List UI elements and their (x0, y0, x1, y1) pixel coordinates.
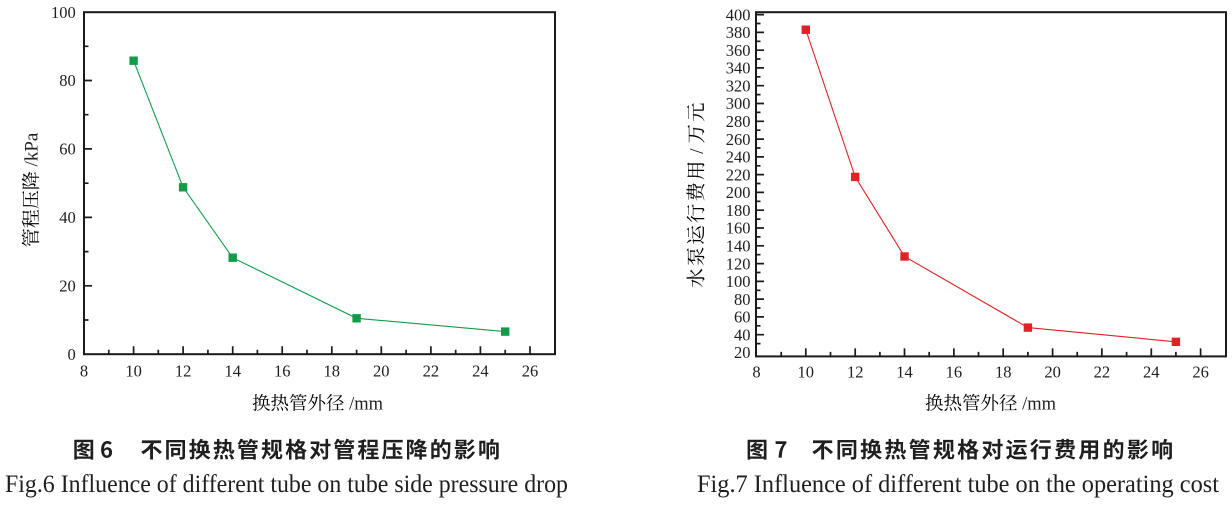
svg-text:80: 80 (59, 71, 76, 90)
svg-text:16: 16 (946, 363, 963, 382)
svg-text:120: 120 (726, 254, 751, 273)
svg-text:280: 280 (726, 112, 751, 131)
svg-text:22: 22 (423, 362, 440, 381)
svg-text:160: 160 (726, 219, 751, 238)
svg-text:100: 100 (51, 3, 76, 22)
svg-text:20: 20 (734, 343, 751, 362)
svg-text:26: 26 (1192, 363, 1209, 382)
svg-text:12: 12 (175, 362, 192, 381)
svg-text:0: 0 (68, 345, 76, 364)
svg-text:360: 360 (726, 41, 751, 60)
svg-text:300: 300 (726, 94, 751, 113)
svg-text:20: 20 (373, 362, 390, 381)
svg-text:24: 24 (1143, 363, 1160, 382)
svg-text:40: 40 (59, 208, 76, 227)
svg-text:/: / (687, 144, 708, 159)
svg-text:60: 60 (59, 140, 76, 159)
svg-text:/mm: /mm (345, 395, 384, 415)
svg-text:180: 180 (726, 201, 751, 220)
svg-text:14: 14 (224, 362, 241, 381)
svg-text:26: 26 (522, 362, 539, 381)
svg-text:40: 40 (734, 325, 751, 344)
svg-text:18: 18 (995, 363, 1012, 382)
svg-text:8: 8 (80, 362, 88, 381)
svg-text:380: 380 (726, 23, 751, 42)
svg-text:400: 400 (726, 5, 751, 24)
svg-text:60: 60 (734, 308, 751, 327)
svg-text:Fig.6 Influence of different t: Fig.6 Influence of different tube on tub… (5, 471, 568, 498)
svg-text:14: 14 (896, 363, 913, 382)
svg-text:260: 260 (726, 130, 751, 149)
svg-text:80: 80 (734, 290, 751, 309)
svg-text:12: 12 (847, 363, 864, 382)
svg-text:10: 10 (125, 362, 142, 381)
svg-text:140: 140 (726, 237, 751, 256)
svg-text:240: 240 (726, 148, 751, 167)
svg-text:220: 220 (726, 165, 751, 184)
svg-text:16: 16 (274, 362, 291, 381)
svg-text:/kPa: /kPa (22, 132, 43, 171)
svg-text:100: 100 (726, 272, 751, 291)
svg-text:320: 320 (726, 76, 751, 95)
svg-text:22: 22 (1094, 363, 1111, 382)
svg-text:/mm: /mm (1018, 395, 1057, 415)
svg-text:Fig.7 Influence of different: Fig.7 Influence of different tube on the… (697, 471, 1219, 498)
svg-text:20: 20 (1044, 363, 1061, 382)
svg-text:200: 200 (726, 183, 751, 202)
svg-text:20: 20 (59, 277, 76, 296)
svg-text:24: 24 (472, 362, 489, 381)
svg-text:8: 8 (752, 363, 760, 382)
svg-text:340: 340 (726, 59, 751, 78)
svg-text:10: 10 (798, 363, 815, 382)
svg-text:18: 18 (324, 362, 341, 381)
